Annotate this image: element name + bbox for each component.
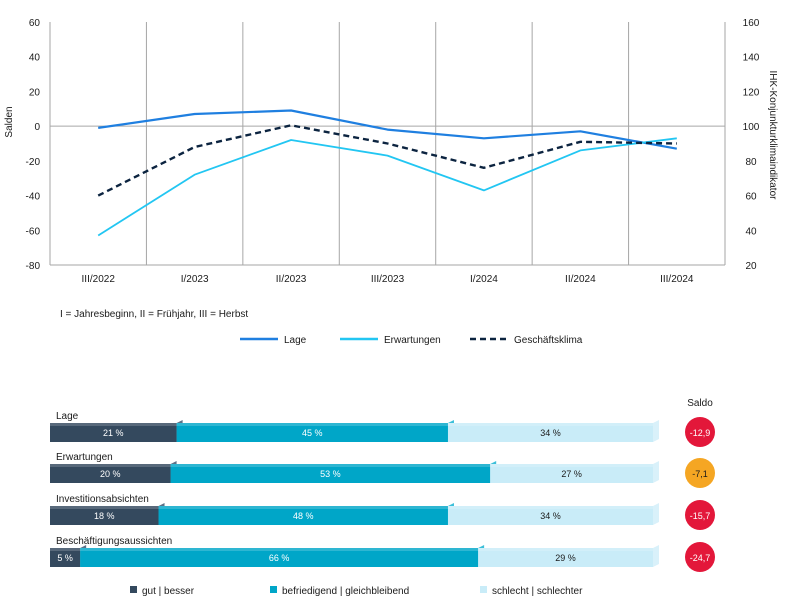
y-tick-label: 0 bbox=[34, 122, 40, 133]
legend-label: Geschäftsklima bbox=[514, 335, 583, 346]
bar-value-label: 48 % bbox=[293, 511, 314, 521]
bar-segment-side bbox=[653, 545, 659, 567]
bar-value-label: 5 % bbox=[57, 553, 73, 563]
bar-segment bbox=[50, 548, 81, 567]
bar-legend-label: schlecht | schlechter bbox=[492, 586, 583, 597]
y2-tick-label: 60 bbox=[745, 192, 757, 203]
y2-axis-title: IHK-Konjunkturklimaindikator bbox=[767, 71, 778, 201]
bar-segment bbox=[447, 506, 653, 525]
bar-segment bbox=[170, 464, 491, 483]
bar-segment bbox=[50, 423, 177, 442]
x-tick-label: III/2023 bbox=[371, 274, 405, 285]
y2-tick-label: 40 bbox=[745, 226, 757, 237]
bar-legend-label: gut | besser bbox=[142, 586, 195, 597]
saldo-title: Saldo bbox=[687, 398, 713, 409]
bar-segment bbox=[447, 423, 653, 442]
bar-value-label: 20 % bbox=[100, 469, 121, 479]
bar-value-label: 21 % bbox=[103, 428, 124, 438]
saldo-badge bbox=[685, 542, 715, 572]
bar-highlight bbox=[50, 506, 653, 509]
y-tick-label: -60 bbox=[26, 226, 41, 237]
y2-tick-label: 100 bbox=[743, 122, 760, 133]
bar-legend-swatch bbox=[270, 586, 277, 593]
bar-value-label: 18 % bbox=[94, 511, 115, 521]
bar-value-label: 34 % bbox=[540, 511, 561, 521]
bar-segment-side bbox=[653, 503, 659, 525]
saldo-value: -15,7 bbox=[690, 511, 711, 521]
y2-tick-label: 140 bbox=[743, 53, 760, 64]
bar-highlight bbox=[50, 423, 653, 426]
y-tick-label: -20 bbox=[26, 157, 41, 168]
x-tick-label: II/2023 bbox=[276, 274, 307, 285]
bar-segment bbox=[80, 548, 479, 567]
y2-tick-label: 20 bbox=[745, 261, 757, 272]
y2-tick-label: 160 bbox=[743, 18, 760, 29]
x-tick-label: I/2023 bbox=[181, 274, 209, 285]
bar-value-label: 34 % bbox=[540, 428, 561, 438]
bar-category-label: Lage bbox=[56, 411, 79, 422]
bar-category-label: Investitionsabsichten bbox=[56, 494, 149, 505]
y-tick-label: -80 bbox=[26, 261, 41, 272]
bar-legend-swatch bbox=[130, 586, 137, 593]
series-line-1 bbox=[97, 137, 677, 237]
bar-legend-label: befriedigend | gleichbleibend bbox=[282, 586, 409, 597]
bar-segment bbox=[176, 423, 448, 442]
bar-value-label: 29 % bbox=[555, 553, 576, 563]
x-tick-label: III/2022 bbox=[82, 274, 116, 285]
y-tick-label: 20 bbox=[29, 87, 41, 98]
y-tick-label: -40 bbox=[26, 192, 41, 203]
bar-segment bbox=[490, 464, 653, 483]
series-line-2 bbox=[97, 124, 677, 197]
x-tick-label: II/2024 bbox=[565, 274, 596, 285]
bar-highlight bbox=[50, 548, 653, 551]
bar-segment-side bbox=[653, 420, 659, 442]
bar-segment bbox=[478, 548, 653, 567]
bar-legend-swatch bbox=[480, 586, 487, 593]
y-axis-title: Salden bbox=[4, 106, 15, 137]
x-tick-label: I/2024 bbox=[470, 274, 498, 285]
bar-value-label: 27 % bbox=[561, 469, 582, 479]
bar-highlight bbox=[50, 464, 653, 467]
saldo-value: -12,9 bbox=[690, 428, 711, 438]
saldo-badge bbox=[685, 500, 715, 530]
saldo-value: -7,1 bbox=[692, 469, 708, 479]
y2-tick-label: 80 bbox=[745, 157, 757, 168]
bar-value-label: 66 % bbox=[269, 553, 290, 563]
bar-segment bbox=[50, 506, 159, 525]
bar-segment bbox=[50, 464, 171, 483]
bar-category-label: Erwartungen bbox=[56, 452, 113, 463]
x-tick-label: III/2024 bbox=[660, 274, 694, 285]
bar-value-label: 53 % bbox=[320, 469, 341, 479]
y-tick-label: 40 bbox=[29, 53, 41, 64]
bar-segment-side bbox=[653, 461, 659, 483]
bar-value-label: 45 % bbox=[302, 428, 323, 438]
saldo-value: -24,7 bbox=[690, 553, 711, 563]
bar-category-label: Beschäftigungsaussichten bbox=[56, 536, 172, 547]
legend-label: Erwartungen bbox=[384, 335, 441, 346]
legend-label: Lage bbox=[284, 335, 307, 346]
y2-tick-label: 120 bbox=[743, 87, 760, 98]
bar-segment bbox=[158, 506, 448, 525]
saldo-badge bbox=[685, 417, 715, 447]
saldo-badge bbox=[685, 458, 715, 488]
y-tick-label: 60 bbox=[29, 18, 41, 29]
series-line-0 bbox=[98, 109, 677, 150]
chart-note: I = Jahresbeginn, II = Frühjahr, III = H… bbox=[60, 309, 248, 320]
